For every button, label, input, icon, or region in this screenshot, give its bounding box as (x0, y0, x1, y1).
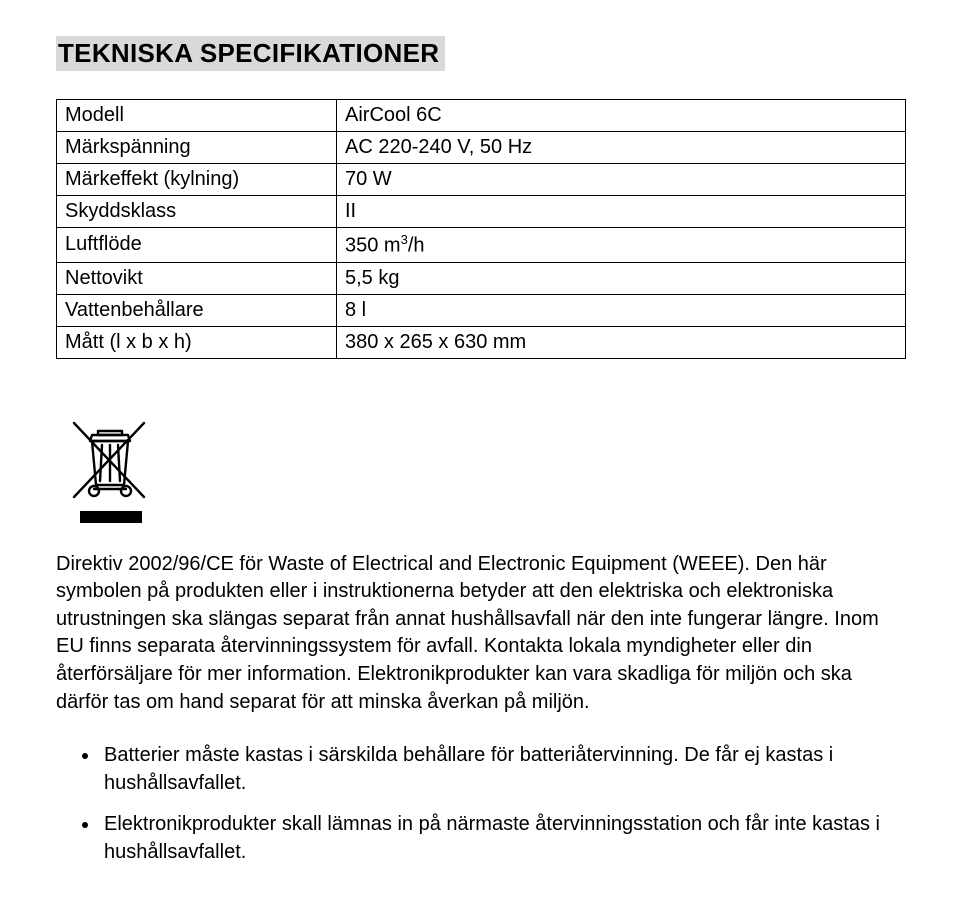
body-paragraph: Direktiv 2002/96/CE för Waste of Electri… (56, 551, 903, 717)
spec-value: 380 x 265 x 630 mm (337, 326, 906, 358)
spec-label: Vattenbehållare (57, 294, 337, 326)
list-item: Elektronikprodukter skall lämnas in på n… (100, 811, 903, 866)
spec-label: Skyddsklass (57, 196, 337, 228)
weee-icon (56, 419, 903, 527)
spec-label: Modell (57, 100, 337, 132)
spec-value: 70 W (337, 164, 906, 196)
spec-value: 8 l (337, 294, 906, 326)
table-row: ModellAirCool 6C (57, 100, 906, 132)
table-row: Nettovikt5,5 kg (57, 262, 906, 294)
spec-value: AC 220-240 V, 50 Hz (337, 132, 906, 164)
spec-label: Luftflöde (57, 228, 337, 263)
table-row: Märkeffekt (kylning)70 W (57, 164, 906, 196)
table-row: Vattenbehållare8 l (57, 294, 906, 326)
spec-table-body: ModellAirCool 6CMärkspänningAC 220-240 V… (57, 100, 906, 359)
table-row: MärkspänningAC 220-240 V, 50 Hz (57, 132, 906, 164)
list-item: Batterier måste kastas i särskilda behål… (100, 742, 903, 797)
spec-value: AirCool 6C (337, 100, 906, 132)
spec-label: Mått (l x b x h) (57, 326, 337, 358)
spec-label: Märkspänning (57, 132, 337, 164)
weee-paragraph: Direktiv 2002/96/CE för Waste of Electri… (56, 551, 903, 717)
table-row: Mått (l x b x h)380 x 265 x 630 mm (57, 326, 906, 358)
section-heading: TEKNISKA SPECIFIKATIONER (56, 36, 445, 71)
table-row: SkyddsklassII (57, 196, 906, 228)
spec-table: ModellAirCool 6CMärkspänningAC 220-240 V… (56, 99, 906, 359)
table-row: Luftflöde350 m3/h (57, 228, 906, 263)
spec-value: 5,5 kg (337, 262, 906, 294)
disposal-bullets: Batterier måste kastas i särskilda behål… (56, 742, 903, 866)
spec-value: II (337, 196, 906, 228)
spec-label: Nettovikt (57, 262, 337, 294)
spec-label: Märkeffekt (kylning) (57, 164, 337, 196)
spec-value: 350 m3/h (337, 228, 906, 263)
